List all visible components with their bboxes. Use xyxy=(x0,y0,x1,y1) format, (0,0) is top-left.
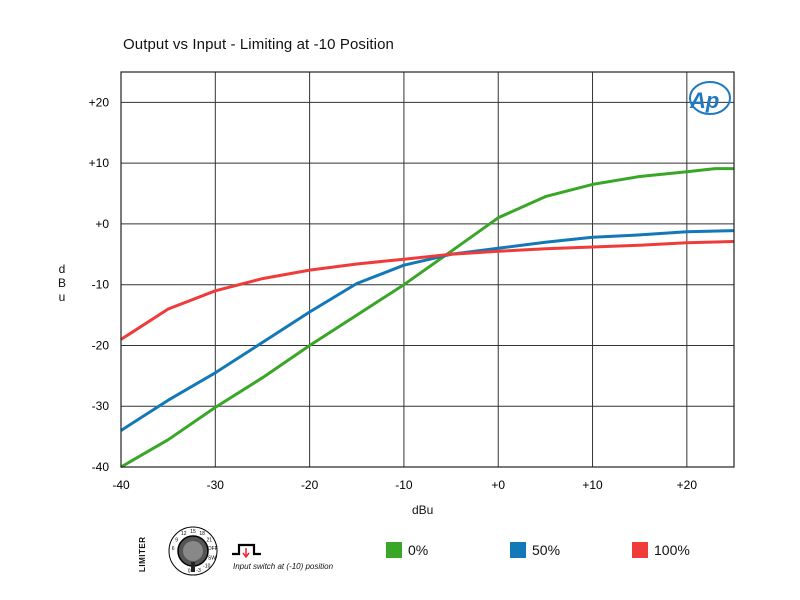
input-switch-icon xyxy=(232,543,261,559)
y-tick-label: +20 xyxy=(89,95,110,109)
knob-mark: 6 xyxy=(172,546,175,552)
x-axis-label: dBu xyxy=(412,503,434,517)
y-tick-label: -40 xyxy=(92,460,110,474)
legend-swatch-2 xyxy=(632,542,648,558)
legend-item-0: 0% xyxy=(386,540,428,560)
series-line-0 xyxy=(120,167,734,469)
knob-mark: -3 xyxy=(196,568,201,574)
tick-labels: -40 -30 -20 -10 +0 +10 +20 +20 +10 +0 -10 -20 -30 -40 xyxy=(89,95,698,492)
series-line-2 xyxy=(120,240,735,341)
knob-mark: SW xyxy=(208,556,216,562)
x-tick-label: +20 xyxy=(677,478,698,492)
knob-mark: 0 xyxy=(188,569,191,575)
series-line-1 xyxy=(120,229,735,432)
knob-mark: 12 xyxy=(181,531,187,537)
x-tick-label: -20 xyxy=(301,478,319,492)
legend-label-2: 100% xyxy=(654,542,690,558)
x-tick-label: -40 xyxy=(112,478,130,492)
legend-label-0: 0% xyxy=(408,542,429,558)
legend-swatch-1 xyxy=(510,542,526,558)
limiter-label: LIMITER xyxy=(138,536,147,573)
legend-swatch-0 xyxy=(386,542,402,558)
x-tick-label: -10 xyxy=(395,478,413,492)
legend-label-1: 50% xyxy=(532,542,561,558)
x-tick-label: -30 xyxy=(207,478,225,492)
chart-title: Output vs Input - Limiting at -10 Positi… xyxy=(123,36,394,53)
knob-mark: 15 xyxy=(190,529,196,535)
y-tick-label: -20 xyxy=(92,338,110,352)
legend-item-1: 50% xyxy=(510,540,560,560)
knob-mark: 21 xyxy=(207,537,213,543)
legend-item-2: 100% xyxy=(632,540,690,560)
series-lines xyxy=(120,167,735,469)
knob-mark: OFF xyxy=(208,546,218,552)
plot-frame xyxy=(120,71,735,468)
knob-mark: 18 xyxy=(199,531,205,537)
knob-mark: 9 xyxy=(175,537,178,543)
y-tick-label: +0 xyxy=(95,217,109,231)
knob-mark: -10 xyxy=(203,564,210,570)
x-tick-label: +0 xyxy=(491,478,505,492)
y-tick-label: +10 xyxy=(89,156,110,170)
y-tick-label: -10 xyxy=(92,278,110,292)
switch-note: Input switch at (-10) position xyxy=(233,562,334,571)
ap-logo: Ap xyxy=(689,81,731,115)
x-tick-label: +10 xyxy=(582,478,603,492)
y-tick-label: -30 xyxy=(92,399,110,413)
logo-text: Ap xyxy=(689,88,719,113)
